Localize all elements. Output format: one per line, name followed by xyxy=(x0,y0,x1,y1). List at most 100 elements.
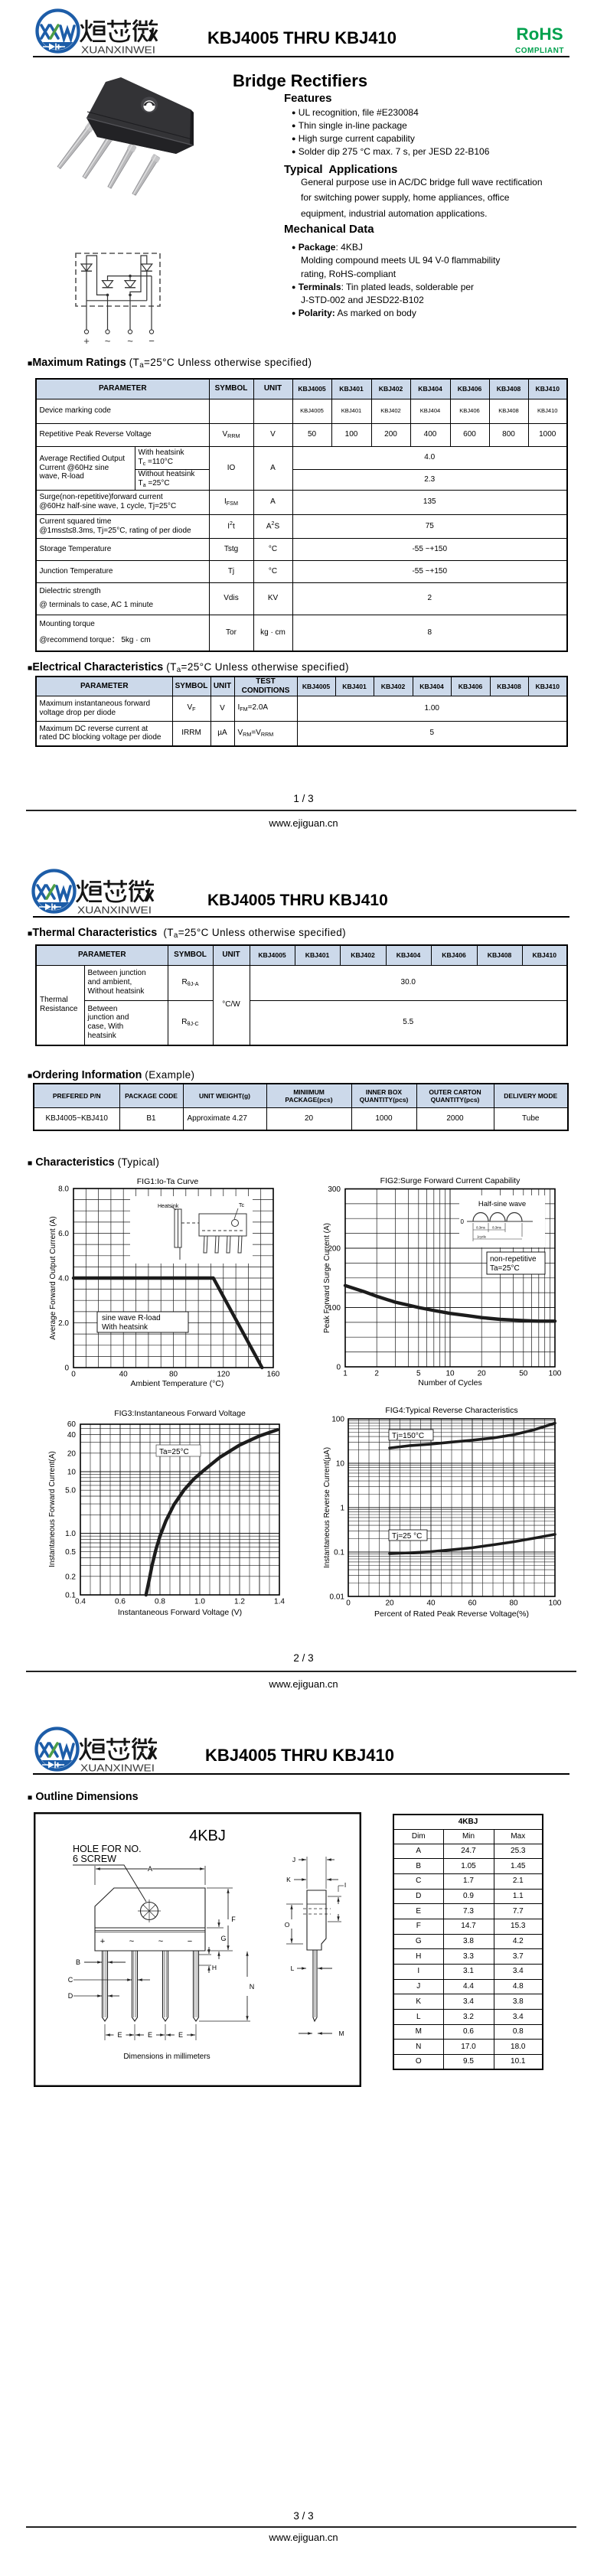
svg-text:100: 100 xyxy=(328,1304,341,1312)
svg-text:~: ~ xyxy=(127,335,133,347)
svg-text:1.2: 1.2 xyxy=(234,1598,245,1606)
svg-text:−: − xyxy=(148,335,155,347)
svg-text:300: 300 xyxy=(328,1185,341,1194)
svg-text:0: 0 xyxy=(71,1371,76,1379)
svg-text:FIG1:Io-Ta Curve: FIG1:Io-Ta Curve xyxy=(137,1177,199,1186)
svg-text:Ta=25°C: Ta=25°C xyxy=(490,1264,520,1273)
svg-text:B: B xyxy=(76,1958,80,1966)
svg-text:5.0: 5.0 xyxy=(65,1487,76,1495)
svg-text:40: 40 xyxy=(67,1431,77,1440)
svg-text:H: H xyxy=(212,1964,217,1971)
svg-text:20: 20 xyxy=(385,1599,394,1608)
svg-text:E: E xyxy=(178,2031,183,2039)
svg-text:non-repetitive: non-repetitive xyxy=(490,1255,537,1264)
svg-text:8.3ms: 8.3ms xyxy=(476,1226,485,1230)
svg-text:~: ~ xyxy=(158,1937,163,1946)
svg-text:8.3ms: 8.3ms xyxy=(492,1226,501,1230)
svg-text:0.5: 0.5 xyxy=(65,1548,76,1557)
svg-text:4.0: 4.0 xyxy=(58,1275,69,1283)
svg-text:Tj=25 °C: Tj=25 °C xyxy=(392,1532,422,1541)
svg-text:Average Forward Output Current: Average Forward Output Current (A) xyxy=(49,1216,57,1340)
svg-text:0.8: 0.8 xyxy=(155,1598,165,1606)
svg-text:60: 60 xyxy=(67,1420,77,1429)
svg-text:FIG4:Typical Reverse Character: FIG4:Typical Reverse Characteristics xyxy=(385,1406,517,1415)
svg-text:Instantaneous Forward Voltage: Instantaneous Forward Voltage (V) xyxy=(118,1608,242,1617)
svg-text:10: 10 xyxy=(445,1370,455,1378)
svg-text:Half-sine wave: Half-sine wave xyxy=(478,1200,526,1208)
svg-text:10: 10 xyxy=(336,1460,345,1469)
svg-text:1: 1 xyxy=(340,1505,344,1513)
svg-text:1.0: 1.0 xyxy=(65,1530,76,1538)
svg-text:FIG3:Instantaneous Forward Vol: FIG3:Instantaneous Forward Voltage xyxy=(114,1409,246,1418)
svg-text:Heatsink: Heatsink xyxy=(158,1204,179,1209)
svg-text:XUANXINWEI: XUANXINWEI xyxy=(80,1763,155,1774)
svg-text:4KBJ: 4KBJ xyxy=(189,1828,226,1844)
svg-text:O: O xyxy=(285,1921,290,1929)
svg-text:Ta=25°C: Ta=25°C xyxy=(159,1448,189,1456)
svg-text:80: 80 xyxy=(169,1371,178,1379)
svg-text:0.6: 0.6 xyxy=(115,1598,126,1606)
svg-text:1cycle: 1cycle xyxy=(477,1235,487,1239)
svg-text:100: 100 xyxy=(549,1370,562,1378)
svg-text:XUANXINWEI: XUANXINWEI xyxy=(81,45,155,56)
svg-text:Number of Cycles: Number of Cycles xyxy=(418,1378,481,1387)
svg-text:1.4: 1.4 xyxy=(274,1598,285,1606)
svg-text:Ambient Temperature (°C): Ambient Temperature (°C) xyxy=(131,1379,224,1388)
svg-text:60: 60 xyxy=(468,1599,477,1608)
svg-text:FIG2:Surge Forward Current Cap: FIG2:Surge Forward Current Capability xyxy=(380,1176,521,1185)
svg-text:HOLE FOR NO.: HOLE FOR NO. xyxy=(73,1844,142,1854)
svg-text:N: N xyxy=(250,1983,255,1991)
svg-text:1: 1 xyxy=(343,1370,348,1378)
svg-text:D: D xyxy=(68,1992,73,2000)
svg-text:+: + xyxy=(83,335,90,347)
svg-text:Percent of Rated Peak Reverse: Percent of Rated Peak Reverse Voltage(%) xyxy=(374,1609,529,1619)
svg-text:5: 5 xyxy=(416,1370,421,1378)
svg-text:50: 50 xyxy=(519,1370,528,1378)
svg-text:200: 200 xyxy=(328,1245,341,1254)
svg-text:1.0: 1.0 xyxy=(194,1598,205,1606)
svg-text:0: 0 xyxy=(336,1364,341,1372)
svg-text:I: I xyxy=(344,1881,346,1889)
svg-text:6 SCREW: 6 SCREW xyxy=(73,1854,116,1864)
svg-text:L: L xyxy=(291,1965,295,1972)
svg-text:100: 100 xyxy=(331,1416,344,1424)
svg-text:0: 0 xyxy=(461,1218,465,1225)
svg-text:G: G xyxy=(220,1935,226,1942)
svg-text:Peak Forward Surge Current (A): Peak Forward Surge Current (A) xyxy=(323,1223,331,1333)
svg-text:120: 120 xyxy=(217,1371,230,1379)
svg-text:Tc: Tc xyxy=(239,1203,245,1208)
svg-text:2: 2 xyxy=(374,1370,379,1378)
svg-text:20: 20 xyxy=(478,1370,487,1378)
svg-text:0.01: 0.01 xyxy=(330,1593,345,1602)
svg-text:0: 0 xyxy=(64,1365,69,1373)
svg-text:0.4: 0.4 xyxy=(75,1598,86,1606)
svg-text:With heatsink: With heatsink xyxy=(102,1323,148,1332)
svg-text:80: 80 xyxy=(509,1599,518,1608)
svg-text:Instantaneous Forward Current(: Instantaneous Forward Current(A) xyxy=(48,1451,57,1567)
svg-text:160: 160 xyxy=(267,1371,280,1379)
svg-text:2.0: 2.0 xyxy=(58,1319,69,1328)
svg-text:C: C xyxy=(68,1976,73,1984)
svg-text:K: K xyxy=(286,1876,291,1883)
svg-text:Dimensions in millimeters: Dimensions in millimeters xyxy=(123,2053,210,2061)
svg-text:6.0: 6.0 xyxy=(58,1230,69,1238)
svg-text:J: J xyxy=(292,1856,295,1864)
svg-text:20: 20 xyxy=(67,1449,77,1458)
svg-text:0.2: 0.2 xyxy=(65,1573,76,1581)
svg-text:~: ~ xyxy=(129,1937,134,1946)
svg-text:8.0: 8.0 xyxy=(58,1185,69,1194)
svg-text:F: F xyxy=(231,1916,236,1923)
svg-text:Instantaneous Reverse Current(: Instantaneous Reverse Current(µA) xyxy=(323,1447,331,1568)
svg-text:sine wave R-load: sine wave R-load xyxy=(102,1314,161,1322)
svg-text:0: 0 xyxy=(346,1599,351,1608)
svg-text:100: 100 xyxy=(549,1599,562,1608)
svg-text:0.1: 0.1 xyxy=(65,1592,76,1600)
svg-text:40: 40 xyxy=(426,1599,436,1608)
svg-text:Tj=150°C: Tj=150°C xyxy=(392,1432,424,1440)
svg-text:0.1: 0.1 xyxy=(334,1549,344,1557)
svg-text:40: 40 xyxy=(119,1371,129,1379)
svg-text:A: A xyxy=(148,1865,152,1873)
svg-text:10: 10 xyxy=(67,1469,77,1477)
svg-text:E: E xyxy=(148,2031,152,2039)
svg-text:E: E xyxy=(117,2031,122,2039)
